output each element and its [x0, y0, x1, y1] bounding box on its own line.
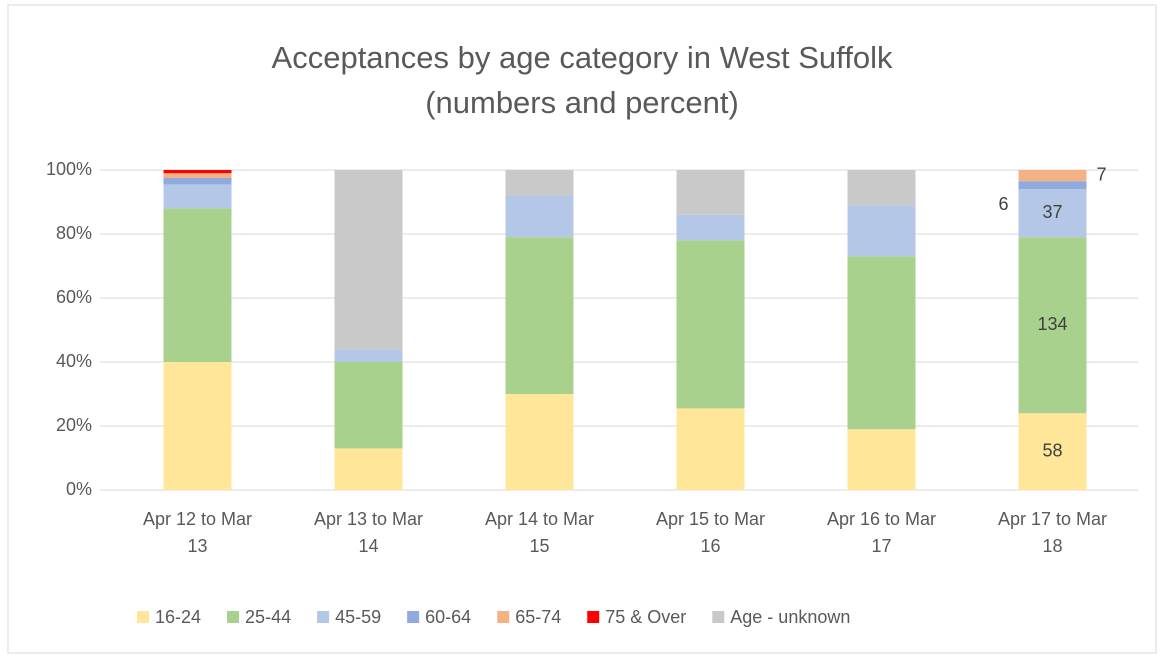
bar-segment [163, 170, 232, 174]
legend-label: 75 & Over [605, 607, 686, 627]
bar-segment [163, 208, 232, 362]
x-tick-label: Apr 16 to Mar 17 [827, 509, 936, 556]
bar-segment [334, 170, 403, 350]
bar-segment [334, 448, 403, 490]
x-tick-label: Apr 12 to Mar 13 [143, 509, 252, 556]
x-tick-label-line: Apr 12 to Mar [143, 509, 252, 529]
legend-swatch [497, 611, 510, 623]
bar-segment [1018, 189, 1087, 238]
bar-segment [505, 195, 574, 238]
x-tick-label-line: Apr 17 to Mar [998, 509, 1107, 529]
legend-label: 65-74 [515, 607, 561, 627]
x-tick-label-line: 16 [700, 536, 720, 556]
bar-segment [847, 429, 916, 490]
bar-segment [676, 408, 745, 490]
legend-label: Age - unknown [730, 607, 850, 627]
legend-swatch [227, 611, 240, 623]
x-tick-label-line: 18 [1042, 536, 1062, 556]
legend-label: 16-24 [155, 607, 201, 627]
y-tick-label: 60% [56, 287, 92, 307]
x-tick-label-line: Apr 15 to Mar [656, 509, 765, 529]
x-tick-label: Apr 15 to Mar 16 [656, 509, 765, 556]
bar-segment [163, 173, 232, 178]
data-label: 7 [1097, 164, 1107, 184]
bar-segment [163, 184, 232, 209]
legend-swatch [407, 611, 420, 623]
x-tick-label-line: Apr 16 to Mar [827, 509, 936, 529]
data-label: 37 [1042, 202, 1062, 222]
bar-segment [847, 205, 916, 257]
legend-swatch [712, 611, 725, 623]
y-tick-label: 80% [56, 223, 92, 243]
x-tick-label-line: 14 [358, 536, 378, 556]
legend-label: 60-64 [425, 607, 471, 627]
legend-swatch [137, 611, 149, 623]
data-label: 58 [1042, 440, 1062, 460]
bar-segment [505, 170, 574, 196]
bar-segment [676, 214, 745, 241]
bar-segment [1018, 237, 1087, 414]
x-tick-label: Apr 13 to Mar 14 [314, 509, 423, 556]
legend-swatch [317, 611, 330, 623]
bar-segment [505, 394, 574, 490]
x-tick-label-line: Apr 13 to Mar [314, 509, 423, 529]
y-tick-label: 0% [66, 479, 92, 499]
y-tick-label: 100% [46, 159, 92, 179]
bar-segment [163, 362, 232, 490]
x-tick-label-line: 17 [871, 536, 891, 556]
bar-segment [1018, 413, 1087, 490]
y-tick-label: 20% [56, 415, 92, 435]
x-tick-label-line: 15 [529, 536, 549, 556]
bar-segment [1018, 170, 1087, 182]
legend-swatch [587, 611, 600, 623]
y-tick-label: 40% [56, 351, 92, 371]
bar-segment [334, 362, 403, 449]
x-tick-label-line: 13 [187, 536, 207, 556]
bar-segment [676, 240, 745, 409]
chart-subtitle: (numbers and percent) [425, 85, 739, 120]
data-label: 6 [998, 194, 1008, 214]
x-tick-label-line: Apr 14 to Mar [485, 509, 594, 529]
chart-title: Acceptances by age category in West Suff… [272, 40, 893, 75]
bar-segment [847, 256, 916, 430]
x-tick-label: Apr 17 to Mar 18 [998, 509, 1107, 556]
data-label: 134 [1037, 314, 1067, 334]
bar-segment [847, 170, 916, 206]
x-tick-label: Apr 14 to Mar 15 [485, 509, 594, 556]
bar-segment [1018, 181, 1087, 190]
bar-segment [334, 349, 403, 362]
legend-label: 45-59 [335, 607, 381, 627]
bar-segment [505, 237, 574, 394]
legend-label: 25-44 [245, 607, 291, 627]
bar-segment [163, 178, 232, 185]
bar-segment [676, 170, 745, 215]
